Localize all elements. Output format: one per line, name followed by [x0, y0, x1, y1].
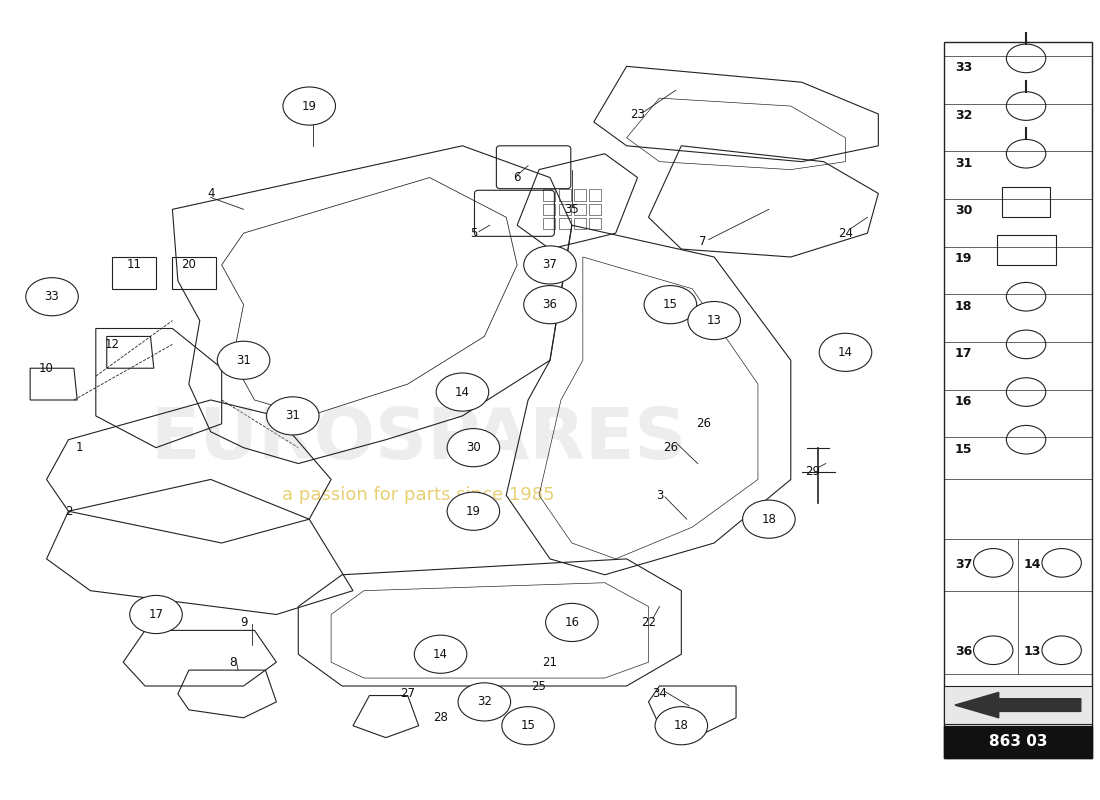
- Text: 15: 15: [520, 719, 536, 732]
- Text: 33: 33: [955, 62, 972, 74]
- Circle shape: [645, 286, 696, 324]
- Circle shape: [25, 278, 78, 316]
- Circle shape: [524, 246, 576, 284]
- Text: 17: 17: [955, 347, 972, 360]
- Text: 36: 36: [542, 298, 558, 311]
- Text: 30: 30: [466, 441, 481, 454]
- Text: 4: 4: [207, 187, 215, 200]
- Text: 27: 27: [400, 687, 415, 701]
- Circle shape: [130, 595, 183, 634]
- Text: 11: 11: [126, 258, 142, 271]
- Text: 29: 29: [805, 465, 821, 478]
- Text: 32: 32: [955, 109, 972, 122]
- Text: 8: 8: [229, 656, 236, 669]
- Text: 15: 15: [955, 442, 972, 456]
- Text: 19: 19: [466, 505, 481, 518]
- Circle shape: [656, 706, 707, 745]
- Text: 14: 14: [455, 386, 470, 398]
- Text: 2: 2: [65, 505, 73, 518]
- Text: 19: 19: [955, 252, 972, 265]
- Text: 23: 23: [630, 107, 645, 121]
- Text: 18: 18: [955, 300, 972, 313]
- Circle shape: [742, 500, 795, 538]
- Text: 26: 26: [663, 441, 678, 454]
- Text: 28: 28: [433, 711, 448, 724]
- Text: 24: 24: [838, 226, 853, 240]
- Text: 13: 13: [1023, 645, 1041, 658]
- Circle shape: [266, 397, 319, 435]
- Text: 33: 33: [45, 290, 59, 303]
- Circle shape: [524, 286, 576, 324]
- Circle shape: [447, 492, 499, 530]
- Text: 13: 13: [706, 314, 722, 327]
- Text: 34: 34: [652, 687, 667, 701]
- Text: 3: 3: [656, 489, 663, 502]
- Circle shape: [458, 683, 510, 721]
- Text: 32: 32: [477, 695, 492, 708]
- Text: 15: 15: [663, 298, 678, 311]
- Circle shape: [688, 302, 740, 340]
- Text: EUROSPARES: EUROSPARES: [151, 406, 686, 474]
- FancyBboxPatch shape: [944, 726, 1091, 758]
- Text: 26: 26: [695, 418, 711, 430]
- Text: 25: 25: [531, 679, 547, 693]
- Text: 19: 19: [301, 99, 317, 113]
- Text: 7: 7: [700, 234, 707, 248]
- Text: 31: 31: [236, 354, 251, 366]
- Text: 22: 22: [641, 616, 656, 629]
- Text: 1: 1: [76, 441, 84, 454]
- Text: 10: 10: [40, 362, 54, 374]
- Text: 16: 16: [564, 616, 580, 629]
- Circle shape: [415, 635, 466, 674]
- Text: 9: 9: [240, 616, 248, 629]
- Text: 20: 20: [182, 258, 196, 271]
- Text: 30: 30: [955, 204, 972, 218]
- Circle shape: [437, 373, 488, 411]
- Circle shape: [502, 706, 554, 745]
- Text: 17: 17: [148, 608, 164, 621]
- Text: 16: 16: [955, 395, 972, 408]
- Text: 18: 18: [761, 513, 777, 526]
- Text: 12: 12: [104, 338, 120, 351]
- Circle shape: [447, 429, 499, 466]
- Text: 863 03: 863 03: [989, 734, 1047, 749]
- Text: 31: 31: [285, 410, 300, 422]
- Circle shape: [283, 87, 336, 125]
- Text: 18: 18: [674, 719, 689, 732]
- Text: 37: 37: [955, 558, 972, 571]
- Text: 21: 21: [542, 656, 558, 669]
- Text: 14: 14: [433, 648, 448, 661]
- Text: 37: 37: [542, 258, 558, 271]
- Text: 14: 14: [838, 346, 853, 359]
- Text: 36: 36: [955, 645, 972, 658]
- Text: a passion for parts since 1985: a passion for parts since 1985: [283, 486, 556, 504]
- Text: 6: 6: [514, 171, 521, 184]
- Text: 31: 31: [955, 157, 972, 170]
- Polygon shape: [955, 692, 1081, 718]
- Circle shape: [546, 603, 598, 642]
- FancyBboxPatch shape: [944, 686, 1091, 724]
- Text: 35: 35: [564, 203, 580, 216]
- Text: 5: 5: [470, 226, 477, 240]
- Circle shape: [820, 334, 872, 371]
- Circle shape: [218, 342, 270, 379]
- Text: 14: 14: [1023, 558, 1041, 571]
